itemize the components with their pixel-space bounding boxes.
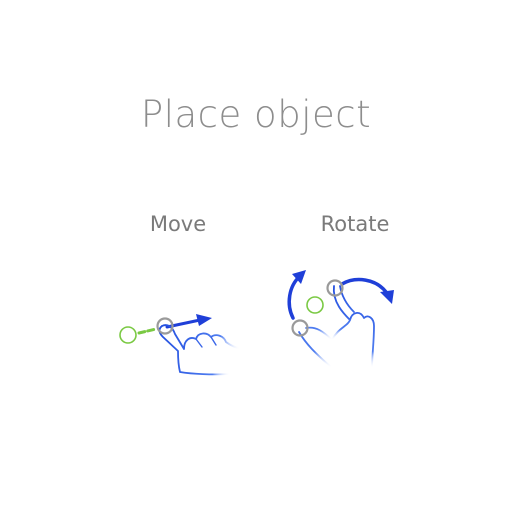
- rotate-gesture-label: Rotate: [320, 212, 390, 236]
- drag-gesture-icon: [119, 314, 241, 376]
- page-title: Place object: [140, 93, 372, 136]
- move-gesture-label: Move: [149, 212, 207, 236]
- rotate-gesture-icon: [287, 270, 394, 369]
